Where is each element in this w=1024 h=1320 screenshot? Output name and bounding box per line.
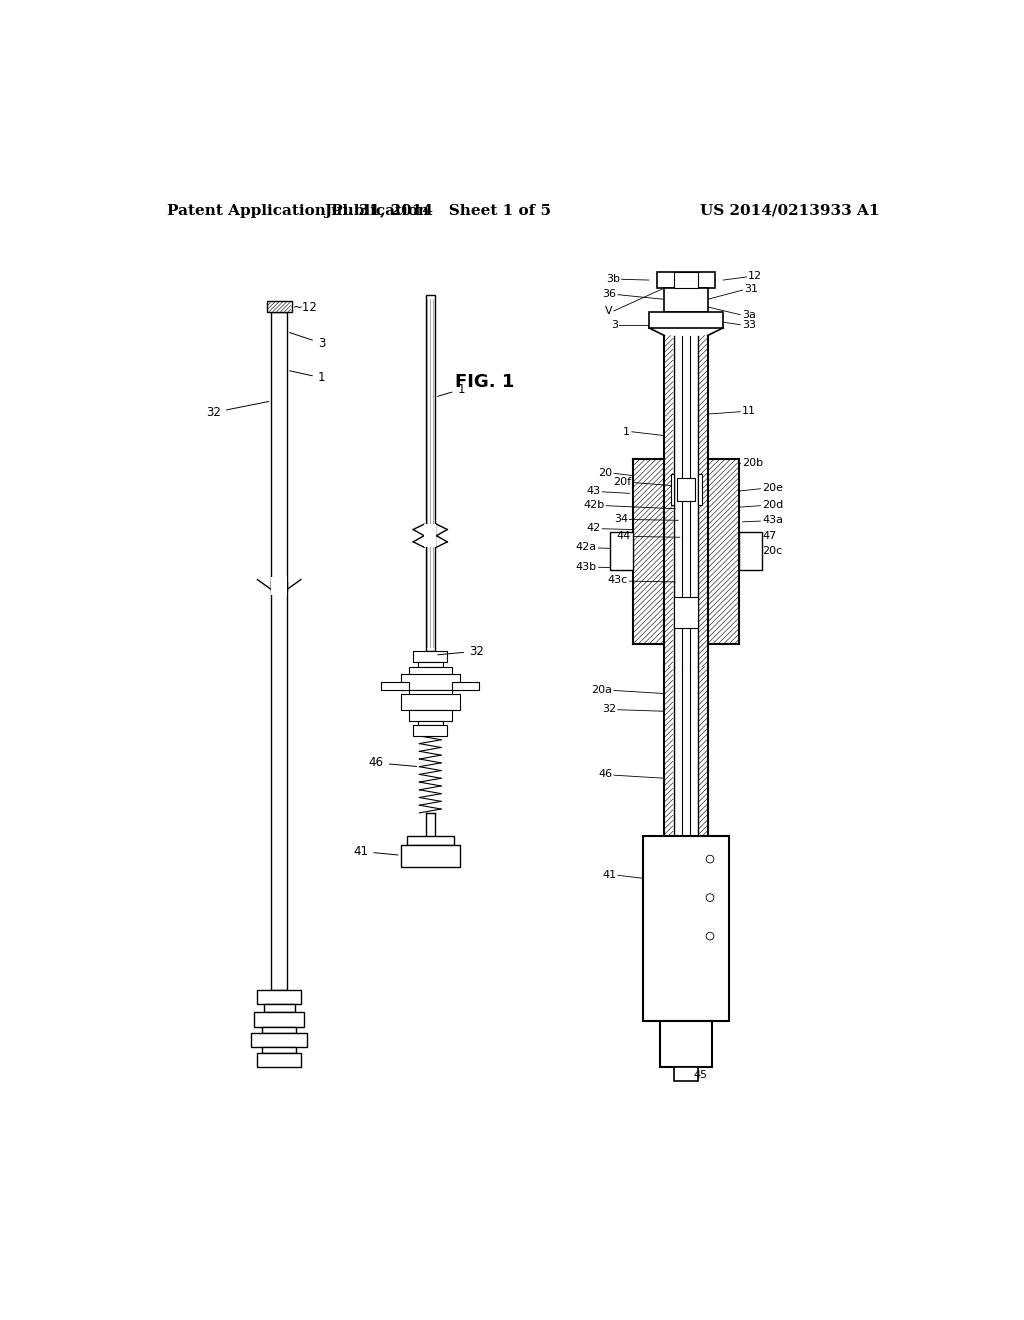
Polygon shape — [675, 1067, 697, 1081]
Text: 20f: 20f — [613, 477, 632, 487]
Polygon shape — [400, 675, 460, 689]
Text: 43a: 43a — [762, 515, 783, 525]
Text: 41: 41 — [602, 870, 616, 879]
Text: 33: 33 — [741, 319, 756, 330]
Text: 1: 1 — [624, 426, 630, 437]
Text: 32: 32 — [437, 644, 484, 657]
Polygon shape — [698, 474, 701, 506]
Text: 20b: 20b — [741, 458, 763, 467]
Polygon shape — [610, 532, 633, 570]
Text: 1: 1 — [290, 371, 326, 384]
Text: 20d: 20d — [762, 500, 783, 510]
Polygon shape — [426, 296, 435, 651]
Text: 41: 41 — [353, 845, 398, 858]
Text: 32: 32 — [602, 704, 616, 714]
Text: 32: 32 — [206, 401, 268, 418]
Text: FIG. 1: FIG. 1 — [455, 372, 514, 391]
Text: 1: 1 — [437, 383, 465, 396]
Polygon shape — [665, 288, 708, 313]
Text: 36: 36 — [602, 289, 616, 298]
Polygon shape — [400, 694, 460, 710]
Text: 12: 12 — [748, 271, 762, 281]
Text: 44: 44 — [616, 531, 630, 541]
Polygon shape — [671, 474, 674, 506]
Polygon shape — [656, 272, 716, 288]
Text: Jul. 31, 2014   Sheet 1 of 5: Jul. 31, 2014 Sheet 1 of 5 — [325, 203, 552, 218]
Polygon shape — [414, 651, 447, 663]
Polygon shape — [266, 301, 292, 313]
Polygon shape — [263, 1003, 295, 1011]
Text: 20a: 20a — [592, 685, 612, 694]
Polygon shape — [381, 682, 409, 689]
Polygon shape — [409, 689, 452, 702]
Polygon shape — [452, 682, 479, 689]
Polygon shape — [257, 1053, 301, 1067]
Text: 45: 45 — [693, 1069, 708, 1080]
Polygon shape — [418, 663, 442, 667]
Polygon shape — [659, 1020, 713, 1067]
Text: 3b: 3b — [606, 273, 621, 284]
Text: 20c: 20c — [762, 546, 782, 556]
Polygon shape — [271, 577, 287, 595]
Polygon shape — [251, 1034, 307, 1047]
Polygon shape — [271, 313, 287, 990]
Polygon shape — [643, 836, 729, 1020]
Text: 31: 31 — [744, 284, 758, 294]
Text: 3: 3 — [290, 333, 326, 350]
Polygon shape — [257, 990, 301, 1003]
Text: 46: 46 — [369, 756, 417, 770]
Text: 42b: 42b — [584, 500, 604, 510]
Polygon shape — [674, 597, 698, 628]
Text: 3a: 3a — [741, 310, 756, 319]
Text: 47: 47 — [762, 531, 776, 541]
Text: 43b: 43b — [575, 561, 597, 572]
Polygon shape — [262, 1027, 296, 1034]
Text: 46: 46 — [598, 770, 612, 779]
Polygon shape — [674, 272, 698, 288]
Polygon shape — [409, 710, 452, 721]
Polygon shape — [677, 478, 695, 502]
Polygon shape — [649, 313, 723, 327]
Text: ~12: ~12 — [292, 301, 317, 314]
Text: US 2014/0213933 A1: US 2014/0213933 A1 — [700, 203, 880, 218]
Text: 34: 34 — [613, 513, 628, 524]
Text: 42a: 42a — [575, 543, 597, 552]
Text: 43c: 43c — [607, 576, 628, 585]
Polygon shape — [262, 1047, 296, 1053]
Polygon shape — [254, 1011, 304, 1027]
Text: 42: 42 — [587, 523, 601, 533]
Text: 20: 20 — [598, 467, 612, 478]
Text: 3: 3 — [610, 319, 617, 330]
Text: Patent Application Publication: Patent Application Publication — [167, 203, 429, 218]
Text: 11: 11 — [741, 407, 756, 416]
Polygon shape — [409, 667, 452, 678]
Polygon shape — [407, 836, 454, 845]
Text: V: V — [605, 306, 612, 315]
Polygon shape — [400, 845, 460, 867]
Text: 43: 43 — [587, 486, 601, 496]
Polygon shape — [738, 532, 762, 570]
Text: 20e: 20e — [762, 483, 783, 492]
Polygon shape — [414, 725, 447, 737]
Polygon shape — [424, 524, 436, 548]
Polygon shape — [418, 721, 442, 725]
